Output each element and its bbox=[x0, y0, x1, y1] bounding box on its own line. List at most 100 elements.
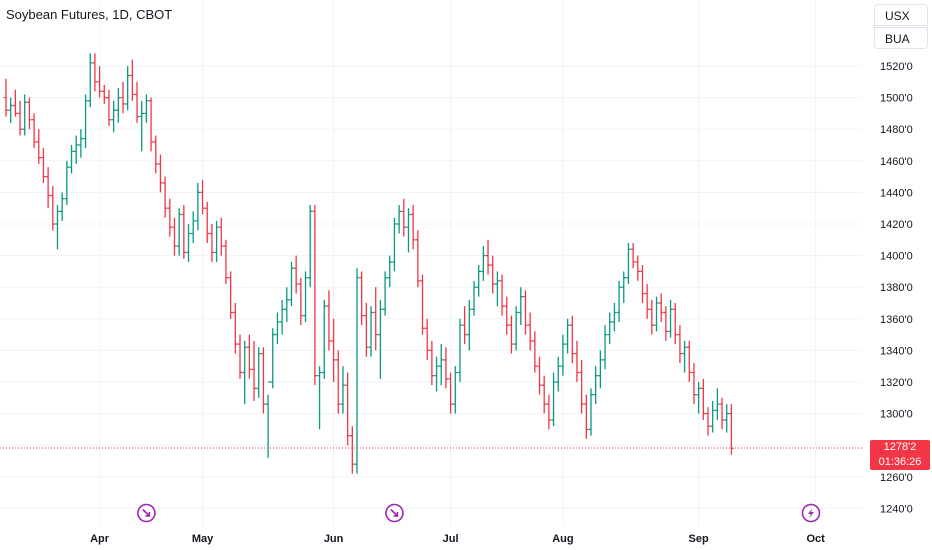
event-markers[interactable] bbox=[137, 503, 821, 523]
ohlc-bars bbox=[3, 53, 734, 474]
ohlc-bar bbox=[462, 306, 467, 345]
ohlc-bar bbox=[340, 366, 346, 414]
ohlc-bar bbox=[682, 340, 687, 373]
ohlc-bar bbox=[471, 280, 477, 316]
time-tick-label: Aug bbox=[552, 533, 573, 545]
ohlc-bar bbox=[167, 198, 172, 237]
ohlc-bar bbox=[710, 400, 715, 433]
ohlc-bar bbox=[663, 306, 669, 341]
ohlc-bar bbox=[27, 97, 32, 130]
ohlc-bar bbox=[551, 372, 556, 427]
ohlc-bar bbox=[261, 347, 266, 414]
contract-unit-toggle[interactable]: BUA bbox=[874, 27, 928, 49]
ohlc-bar bbox=[158, 154, 163, 193]
ohlc-bar bbox=[588, 388, 594, 436]
ohlc-bar bbox=[326, 290, 332, 351]
symbol-title[interactable]: Soybean Futures, 1D, CBOT bbox=[6, 7, 173, 22]
price-tick-label: 1480'0 bbox=[880, 124, 913, 136]
ohlc-bar bbox=[448, 372, 453, 414]
ohlc-bar bbox=[654, 296, 659, 332]
ohlc-bar bbox=[205, 201, 210, 243]
ohlc-bar bbox=[420, 274, 425, 335]
ohlc-bar bbox=[31, 113, 37, 149]
ohlc-bar bbox=[410, 205, 416, 250]
ohlc-bar bbox=[467, 299, 472, 351]
ohlc-bar bbox=[312, 205, 318, 386]
ohlc-bar bbox=[677, 325, 683, 364]
ohlc-bar bbox=[303, 271, 308, 322]
ohlc-bar bbox=[616, 280, 622, 322]
ohlc-bar bbox=[336, 350, 341, 414]
ohlc-bar bbox=[457, 318, 463, 382]
chart-grid bbox=[0, 0, 862, 525]
ohlc-bar bbox=[453, 366, 458, 414]
ohlc-bar bbox=[41, 148, 46, 183]
last-price-value: 1278'2 bbox=[883, 440, 917, 453]
ohlc-bar bbox=[88, 53, 93, 108]
ohlc-bar bbox=[298, 277, 304, 326]
ohlc-bar bbox=[429, 340, 435, 386]
ohlc-bar bbox=[293, 255, 299, 294]
ohlc-bar bbox=[673, 303, 678, 345]
ohlc-bar bbox=[102, 84, 107, 104]
ohlc-bar bbox=[345, 372, 350, 446]
time-axis[interactable]: Apr May Jun Jul Aug Sep Oct bbox=[90, 533, 825, 545]
ohlc-bar bbox=[237, 334, 243, 379]
ohlc-bar bbox=[439, 344, 444, 386]
ohlc-bar bbox=[396, 205, 402, 234]
ohlc-bar bbox=[209, 224, 215, 262]
ohlc-bar bbox=[22, 94, 27, 136]
last-price-label: 1278'2 01:36:26 bbox=[870, 439, 930, 470]
ohlc-bar bbox=[270, 328, 275, 389]
ohlc-bar bbox=[382, 271, 388, 316]
ohlc-bar bbox=[139, 100, 144, 152]
time-tick-label: Jun bbox=[324, 533, 344, 545]
ohlc-bar bbox=[172, 217, 177, 256]
ohlc-bar bbox=[200, 179, 205, 215]
ohlc-bar bbox=[593, 366, 598, 405]
price-tick-label: 1360'0 bbox=[880, 314, 913, 326]
ohlc-bar bbox=[120, 81, 126, 114]
ohlc-bar bbox=[36, 129, 41, 164]
ohlc-bar bbox=[612, 303, 617, 332]
ohlc-bar bbox=[275, 312, 280, 345]
price-tick-label: 1400'0 bbox=[880, 251, 913, 263]
ohlc-bar bbox=[265, 381, 271, 458]
ohlc-bar bbox=[434, 356, 439, 392]
lightning-icon bbox=[801, 503, 821, 523]
ohlc-bar bbox=[499, 274, 505, 316]
ohlc-bar bbox=[125, 66, 130, 111]
ohlc-bar bbox=[630, 242, 636, 269]
ohlc-bar bbox=[668, 299, 673, 338]
ohlc-bar bbox=[715, 388, 720, 420]
ohlc-bar bbox=[537, 356, 542, 395]
ohlc-bar bbox=[350, 426, 355, 474]
ohlc-bar bbox=[284, 287, 289, 322]
price-tick-label: 1320'0 bbox=[880, 377, 913, 389]
ohlc-bar bbox=[485, 239, 491, 275]
currency-toggle[interactable]: USX bbox=[874, 4, 928, 26]
price-tick-label: 1240'0 bbox=[880, 503, 913, 515]
ohlc-bar bbox=[130, 59, 135, 101]
ohlc-bar bbox=[401, 198, 406, 237]
ohlc-bar bbox=[649, 299, 655, 335]
ohlc-bar bbox=[3, 78, 9, 117]
ohlc-bar bbox=[279, 299, 285, 335]
ohlc-bar bbox=[13, 89, 18, 117]
ohlc-bar bbox=[691, 363, 697, 405]
ohlc-bar bbox=[659, 293, 664, 322]
ohlc-bar bbox=[233, 303, 238, 354]
ohlc-bar bbox=[640, 265, 645, 303]
price-tick-label: 1340'0 bbox=[880, 345, 913, 357]
price-tick-label: 1440'0 bbox=[880, 187, 913, 199]
ohlc-bar bbox=[106, 89, 112, 127]
ohlc-bar bbox=[560, 334, 566, 376]
arrow-glyph bbox=[142, 508, 151, 517]
ohlc-bar bbox=[83, 94, 88, 149]
time-tick-label: Oct bbox=[806, 533, 825, 545]
ohlc-bar bbox=[635, 255, 640, 281]
ohlc-bar bbox=[719, 397, 725, 430]
ohlc-bar bbox=[134, 81, 140, 123]
ohlc-bar bbox=[97, 66, 102, 98]
